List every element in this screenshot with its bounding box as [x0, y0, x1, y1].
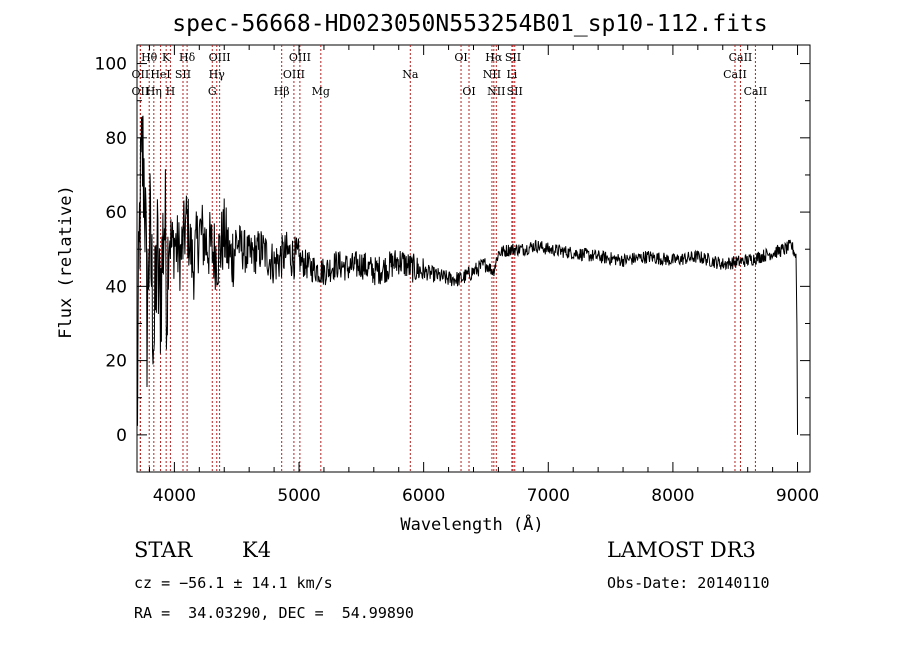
flux-line	[136, 115, 798, 435]
spectral-line-label: G	[208, 85, 217, 98]
x-tick-label: 9000	[776, 486, 819, 506]
x-tick-label: 6000	[402, 486, 445, 506]
spectral-line-label: SII	[505, 51, 521, 64]
spectral-line-label: Hη	[146, 85, 162, 98]
coordinates-readout: RA = 34.03290, DEC = 54.99890	[134, 604, 414, 622]
spectral-line-label: NII	[487, 85, 505, 98]
spectral-line-label: OIII	[283, 68, 305, 81]
spectral-line-label: Hθ	[141, 51, 158, 64]
y-tick-label: 80	[105, 129, 127, 149]
spectral-line-label: H	[166, 85, 176, 98]
object-class: STAR	[134, 538, 193, 562]
spectral-line-label: HeI	[150, 68, 170, 81]
flux-series	[136, 115, 798, 435]
chart-title: spec-56668-HD023050N553254B01_sp10-112.f…	[172, 11, 767, 37]
x-tick-label: 8000	[651, 486, 694, 506]
spectral-line-label: Li	[506, 68, 517, 81]
spectral-line-label: OI	[454, 51, 467, 64]
spectral-line-label: Hα	[485, 51, 503, 64]
spectral-line-label: SII	[507, 85, 523, 98]
y-tick-label: 20	[105, 352, 127, 372]
spectral-line-label: Hβ	[274, 85, 290, 98]
x-tick-label: 4000	[153, 486, 196, 506]
y-tick-label: 0	[116, 426, 127, 446]
spectral-line-label: OIII	[209, 51, 231, 64]
axis-ticks: 4000 5000 6000 7000 8000 9000 0 20 40 60 80 100	[95, 45, 819, 506]
x-tick-label: 5000	[277, 486, 320, 506]
spectral-line-label: CaII	[723, 68, 747, 81]
x-tick-label: 7000	[527, 486, 570, 506]
y-tick-label: 60	[105, 203, 127, 223]
spectral-line-label: OII	[132, 85, 150, 98]
object-subclass: K4	[242, 538, 272, 562]
spectral-line-label: CaII	[729, 51, 753, 64]
x-axis-label: Wavelength (Å)	[400, 513, 543, 535]
spectral-line-label: NII	[483, 68, 501, 81]
y-axis-label: Flux (relative)	[56, 185, 76, 339]
observation-date: Obs-Date: 20140110	[607, 574, 770, 592]
spectral-line-label: OI	[462, 85, 475, 98]
spectral-line-label: Na	[402, 68, 419, 81]
spectral-line-label: OIII	[289, 51, 311, 64]
line-labels: OII Hθ OII HeI Hη K H SII Hδ OIII Hγ G Hβ OIII OIII Mg N…	[132, 51, 768, 98]
redshift-readout: cz = −56.1 ± 14.1 km/s	[134, 574, 333, 592]
spectral-line-label: Hγ	[209, 68, 226, 81]
spectral-line-label: CaII	[744, 85, 768, 98]
y-tick-label: 100	[95, 55, 127, 75]
spectral-line-label: OII	[132, 68, 150, 81]
spectral-line-label: Mg	[312, 85, 330, 98]
y-tick-label: 40	[105, 277, 127, 297]
spectral-line-label: SII	[175, 68, 191, 81]
survey-name: LAMOST DR3	[607, 538, 756, 562]
spectral-line-label: K	[162, 51, 171, 64]
spectral-line-label: Hδ	[179, 51, 196, 64]
